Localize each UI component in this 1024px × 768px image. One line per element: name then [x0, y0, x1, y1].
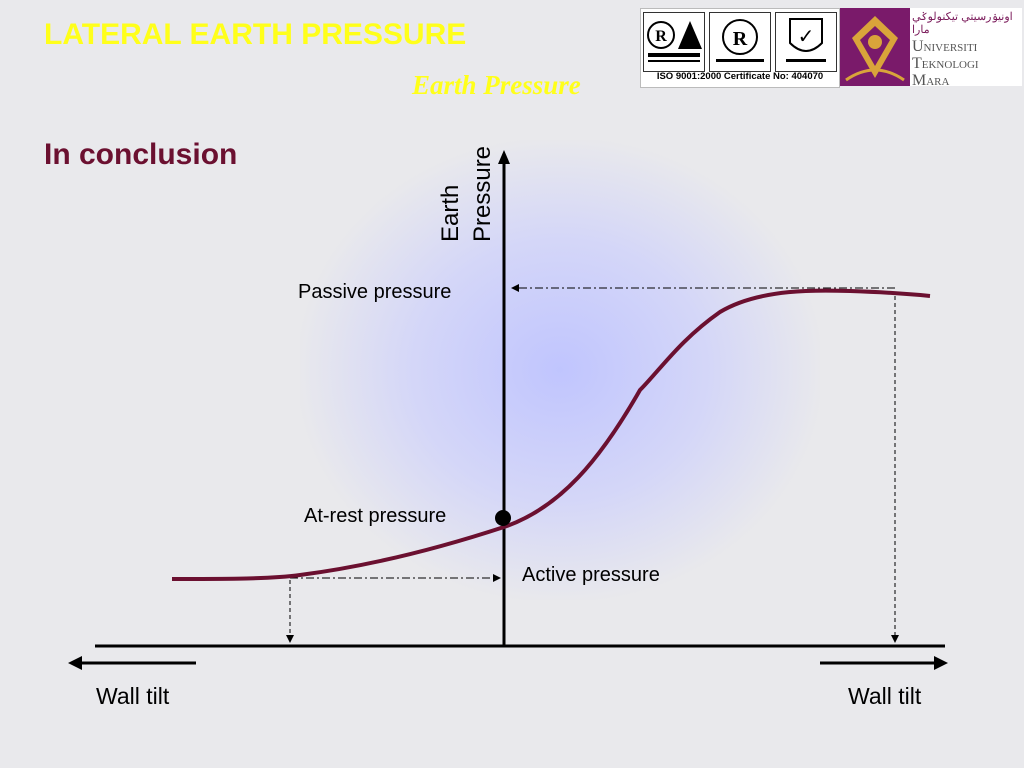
- cert-mark-r1: R: [655, 28, 667, 45]
- university-name-line3: Mara: [912, 72, 950, 89]
- cert-mark-check: ✓: [798, 24, 815, 48]
- y-axis-arrowhead: [498, 150, 510, 164]
- university-logo: اونيۏرسيتي تيكنولوݢي مارا Universiti Tek…: [840, 8, 1022, 89]
- university-jawi-name: اونيۏرسيتي تيكنولوݢي مارا: [912, 11, 1013, 36]
- background-glow: [300, 140, 820, 600]
- university-name-line2: Teknologi: [912, 55, 979, 72]
- y-axis-label-line1: Earth: [437, 184, 464, 242]
- right-tilt-arrowhead: [934, 656, 948, 670]
- passive-pressure-label: Passive pressure: [298, 281, 452, 303]
- right-wall-tilt-label: Wall tilt: [848, 683, 922, 709]
- y-axis-label-line2: Pressure: [469, 145, 496, 242]
- certificate-text: ISO 9001:2000 Certificate No: 404070: [656, 71, 824, 82]
- cert-mark-r2: R: [733, 28, 748, 50]
- y-axis-label: Earth Pressure: [437, 120, 497, 250]
- at-rest-pressure-label: At-rest pressure: [304, 505, 447, 527]
- left-wall-tilt-label: Wall tilt: [96, 683, 170, 709]
- ukas-cert-logo-b: ✓: [775, 12, 837, 72]
- iso-cert-logo: R: [643, 12, 705, 72]
- at-rest-point: [495, 510, 511, 526]
- left-tilt-arrowhead: [68, 656, 82, 670]
- university-name-line1: Universiti: [912, 38, 978, 55]
- section-heading: In conclusion: [44, 138, 238, 171]
- pressure-curve: [171, 288, 931, 581]
- slide-title: LATERAL EARTH PRESSURE: [44, 18, 467, 51]
- university-name: Universiti Teknologi Mara: [912, 38, 979, 89]
- slide-subtitle: Earth Pressure: [412, 70, 581, 100]
- uitm-emblem: [840, 8, 910, 86]
- certification-logos: R R ✓ ISO 9001:2000 Certificate No: 4040…: [640, 8, 840, 88]
- ukas-cert-logo-a: R: [709, 12, 771, 72]
- active-pressure-label: Active pressure: [522, 564, 660, 586]
